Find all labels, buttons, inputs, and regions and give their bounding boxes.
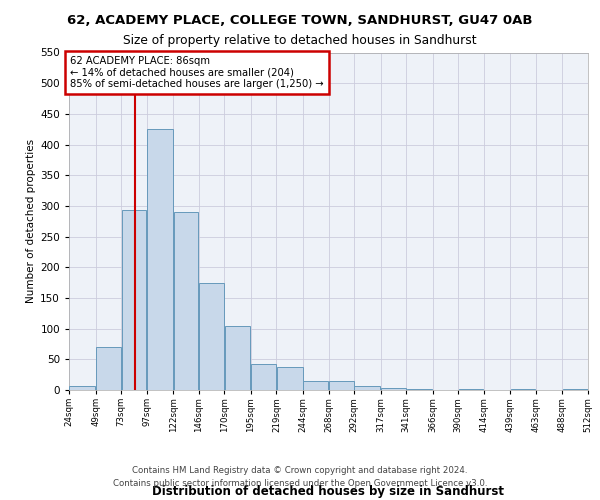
Bar (251, 364, 276, 390)
Bar (304, 381, 328, 390)
Bar (329, 381, 353, 390)
Bar (407, 389, 432, 390)
Bar (70, 386, 95, 390)
Bar (458, 389, 484, 390)
Bar (96, 347, 121, 390)
Text: 62 ACADEMY PLACE: 86sqm
← 14% of detached houses are smaller (204)
85% of semi-d: 62 ACADEMY PLACE: 86sqm ← 14% of detache… (70, 56, 323, 89)
Text: Contains HM Land Registry data © Crown copyright and database right 2024.
Contai: Contains HM Land Registry data © Crown c… (113, 466, 487, 487)
Text: 62, ACADEMY PLACE, COLLEGE TOWN, SANDHURST, GU47 0AB: 62, ACADEMY PLACE, COLLEGE TOWN, SANDHUR… (67, 14, 533, 27)
Bar (225, 326, 250, 390)
Text: Size of property relative to detached houses in Sandhurst: Size of property relative to detached ho… (123, 34, 477, 47)
Bar (563, 389, 587, 390)
Bar (173, 212, 199, 390)
Bar (122, 210, 146, 390)
X-axis label: Distribution of detached houses by size in Sandhurst: Distribution of detached houses by size … (152, 484, 505, 498)
Y-axis label: Number of detached properties: Number of detached properties (26, 139, 36, 304)
Bar (147, 129, 173, 390)
Bar (277, 368, 302, 390)
Bar (381, 388, 406, 390)
Bar (355, 386, 380, 390)
Bar (199, 282, 224, 390)
